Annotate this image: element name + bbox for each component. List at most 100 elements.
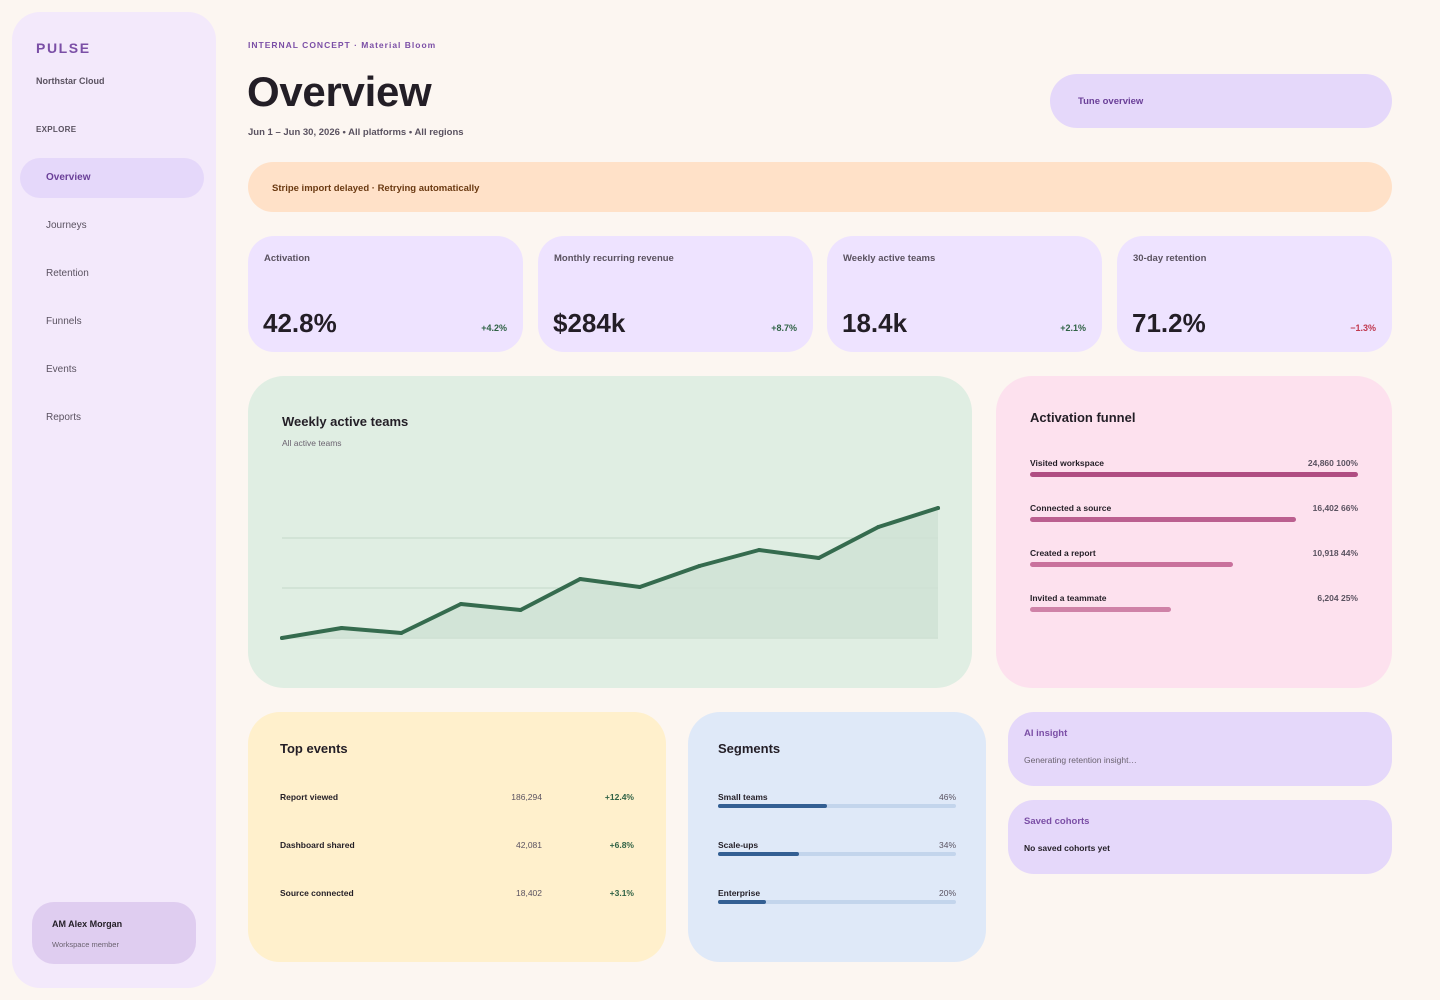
sync-alert-banner: Stripe import delayed · Retrying automat…: [248, 162, 1392, 212]
kpi-label: Weekly active teams: [843, 253, 936, 264]
chart-data-point[interactable]: [339, 626, 344, 630]
kpi-card-weekly-active-teams[interactable]: Weekly active teams 18.4k +2.1%: [827, 236, 1102, 352]
sidebar-item-events[interactable]: Events: [46, 364, 77, 375]
kpi-value: 42.8%: [263, 308, 337, 338]
top-events-card: Top events Report viewed 186,294 +12.4% …: [248, 712, 666, 962]
segment-fill: [718, 900, 766, 904]
funnel-step[interactable]: Connected a source 16,402 66%: [1030, 503, 1358, 533]
ai-insight-title: AI insight: [1024, 728, 1068, 739]
funnel-step-bar: [1030, 472, 1358, 477]
sidebar: PULSE Northstar Cloud EXPLORE Overview J…: [12, 12, 216, 988]
table-row[interactable]: Source connected 18,402 +3.1%: [280, 888, 634, 902]
kpi-label: 30-day retention: [1133, 253, 1207, 264]
segment-row[interactable]: Small teams 46%: [718, 792, 956, 822]
segment-percent: 46%: [938, 792, 956, 802]
kpi-delta: +2.1%: [1060, 323, 1086, 333]
segment-track: [718, 900, 956, 904]
funnel-step[interactable]: Visited workspace 24,860 100%: [1030, 458, 1358, 488]
funnel-title: Activation funnel: [1030, 410, 1136, 425]
weekly-active-teams-chart[interactable]: [248, 376, 972, 688]
event-delta: +3.1%: [609, 888, 634, 898]
saved-cohorts-title: Saved cohorts: [1024, 816, 1090, 827]
nav-section-label: EXPLORE: [36, 125, 77, 134]
sidebar-item-journeys[interactable]: Journeys: [46, 220, 87, 231]
workspace-name[interactable]: Northstar Cloud: [36, 76, 105, 86]
event-name: Report viewed: [280, 792, 339, 802]
event-delta: +12.4%: [604, 792, 634, 802]
chart-data-point[interactable]: [876, 525, 881, 529]
table-row[interactable]: Report viewed 186,294 +12.4%: [280, 792, 634, 806]
chart-data-point[interactable]: [757, 548, 762, 552]
funnel-step-label: Connected a source: [1030, 503, 1112, 513]
funnel-step-value: 24,860 100%: [1307, 458, 1358, 468]
segment-row[interactable]: Enterprise 20%: [718, 888, 956, 918]
funnel-step-value: 16,402 66%: [1312, 503, 1358, 513]
chart-data-point[interactable]: [637, 585, 642, 589]
event-name: Dashboard shared: [280, 840, 355, 850]
chart-subtitle: All active teams: [282, 438, 342, 448]
user-card[interactable]: AM Alex Morgan Workspace member: [32, 902, 196, 964]
tune-overview-button[interactable]: Tune overview: [1050, 74, 1392, 128]
segment-track: [718, 804, 956, 808]
chart-series-line: [280, 506, 940, 640]
segment-fill: [718, 852, 799, 856]
date-range-filters[interactable]: Jun 1 – Jun 30, 2026 • All platforms • A…: [248, 127, 464, 138]
funnel-step[interactable]: Created a report 10,918 44%: [1030, 548, 1358, 578]
funnel-step-label: Invited a teammate: [1030, 593, 1107, 603]
kpi-label: Activation: [264, 253, 310, 264]
segment-track: [718, 852, 956, 856]
segment-label: Enterprise: [718, 888, 761, 898]
segment-label: Scale-ups: [718, 840, 759, 850]
saved-cohorts-panel[interactable]: Saved cohorts No saved cohorts yet: [1008, 800, 1392, 874]
funnel-step-bar: [1030, 607, 1172, 612]
funnel-step-bar: [1030, 517, 1296, 522]
kpi-value: 18.4k: [842, 308, 908, 338]
kpi-value: 71.2%: [1132, 308, 1206, 338]
sidebar-item-reports[interactable]: Reports: [46, 412, 82, 423]
chart-data-point[interactable]: [518, 608, 523, 612]
funnel-step[interactable]: Invited a teammate 6,204 25%: [1030, 593, 1358, 623]
chart-data-point[interactable]: [399, 631, 404, 635]
funnel-step-label: Created a report: [1030, 548, 1096, 558]
event-count: 42,081: [516, 840, 542, 850]
chart-data-point[interactable]: [936, 506, 940, 510]
chart-data-point[interactable]: [578, 577, 583, 581]
activation-funnel-card: Activation funnel Visited workspace 24,8…: [996, 376, 1392, 688]
chart-data-point[interactable]: [816, 556, 821, 560]
funnel-step-value: 6,204 25%: [1317, 593, 1358, 603]
kpi-delta: +8.7%: [771, 323, 797, 333]
ai-insight-status: Generating retention insight…: [1024, 755, 1137, 765]
kpi-card-retention[interactable]: 30-day retention 71.2% −1.3%: [1117, 236, 1392, 352]
table-row[interactable]: Dashboard shared 42,081 +6.8%: [280, 840, 634, 854]
brand-logo[interactable]: PULSE: [36, 40, 91, 56]
kpi-label: Monthly recurring revenue: [554, 253, 674, 264]
funnel-step-value: 10,918 44%: [1312, 548, 1358, 558]
event-name: Source connected: [280, 888, 354, 898]
ai-insight-panel[interactable]: AI insight Generating retention insight…: [1008, 712, 1392, 786]
event-delta: +6.8%: [609, 840, 634, 850]
user-name: AM Alex Morgan: [52, 919, 123, 929]
page-title: Overview: [247, 68, 432, 115]
sidebar-item-funnels[interactable]: Funnels: [46, 316, 82, 327]
chart-data-point[interactable]: [458, 602, 463, 606]
chart-data-point[interactable]: [697, 564, 702, 568]
kpi-value: $284k: [553, 308, 626, 338]
kpi-card-activation[interactable]: Activation 42.8% +4.2%: [248, 236, 523, 352]
user-role: Workspace member: [52, 940, 119, 949]
segment-row[interactable]: Scale-ups 34%: [718, 840, 956, 870]
kpi-card-mrr[interactable]: Monthly recurring revenue $284k +8.7%: [538, 236, 813, 352]
top-events-title: Top events: [280, 741, 348, 756]
chart-area-fill: [282, 508, 938, 638]
segments-title: Segments: [718, 741, 781, 756]
event-count: 18,402: [516, 888, 542, 898]
sidebar-item-overview[interactable]: Overview: [20, 158, 204, 198]
segments-card: Segments Small teams 46% Scale-ups 34% E…: [688, 712, 986, 962]
sidebar-item-retention[interactable]: Retention: [46, 268, 89, 279]
segment-label: Small teams: [718, 792, 768, 802]
chart-title: Weekly active teams: [282, 414, 409, 429]
weekly-active-teams-chart-card: Weekly active teams All active teams: [248, 376, 972, 688]
chart-data-point[interactable]: [280, 636, 284, 640]
segment-percent: 34%: [938, 840, 956, 850]
funnel-step-label: Visited workspace: [1030, 458, 1105, 468]
funnel-step-bar: [1030, 562, 1234, 567]
